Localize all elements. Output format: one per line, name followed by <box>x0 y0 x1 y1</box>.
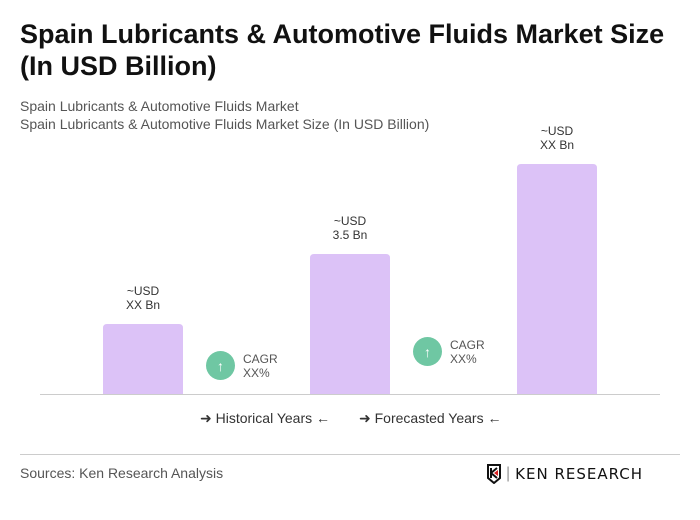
divider <box>20 454 680 455</box>
legend-historical-label: Historical Years <box>215 410 313 426</box>
data-label-1: ~USD XX Bn <box>93 284 193 312</box>
cagr-label: CAGR <box>450 337 485 352</box>
data-label-line: ~USD <box>540 124 574 138</box>
data-label-line: ~USD <box>333 214 367 228</box>
cagr-value: XX% <box>450 351 477 366</box>
legend-forecasted: ➜ Forecasted Years ← <box>359 410 501 427</box>
arrow-right-icon: ➜ <box>200 410 212 426</box>
data-label-line: ~USD <box>126 284 160 298</box>
bar-3 <box>517 164 597 394</box>
cagr-value: XX% <box>243 365 270 380</box>
arrow-up-icon: ↑ <box>206 351 235 380</box>
legend-forecasted-label: Forecasted Years <box>374 410 484 426</box>
arrow-left-icon: ← <box>487 410 502 426</box>
cagr-badge-1: ↑ CAGR XX% <box>206 351 278 380</box>
bar-2 <box>310 254 390 394</box>
cagr-badge-2: ↑ CAGR XX% <box>413 337 485 366</box>
cagr-label: CAGR <box>243 351 278 366</box>
subtitle: Spain Lubricants & Automotive Fluids Mar… <box>20 98 299 114</box>
arrow-left-icon: ← <box>316 410 331 426</box>
page-title: Spain Lubricants & Automotive Fluids Mar… <box>20 19 665 81</box>
subtitle-2: Spain Lubricants & Automotive Fluids Mar… <box>20 116 430 132</box>
data-label-line: XX Bn <box>539 138 575 152</box>
x-axis <box>40 394 660 395</box>
arrow-right-icon: ➜ <box>359 410 371 426</box>
data-label-line: XX Bn <box>125 298 161 312</box>
data-label-2: ~USD 3.5 Bn <box>300 214 400 242</box>
legend-historical: ➜ Historical Years ← <box>200 410 330 427</box>
data-label-line: 3.5 Bn <box>332 228 368 242</box>
data-label-3: ~USD XX Bn <box>507 124 607 152</box>
source-text: Sources: Ken Research Analysis <box>20 465 224 481</box>
ken-research-logo: | KEN RESEARCH <box>486 464 643 484</box>
logo-icon <box>487 464 501 484</box>
bar-1 <box>103 324 183 394</box>
arrow-up-icon: ↑ <box>413 337 442 366</box>
